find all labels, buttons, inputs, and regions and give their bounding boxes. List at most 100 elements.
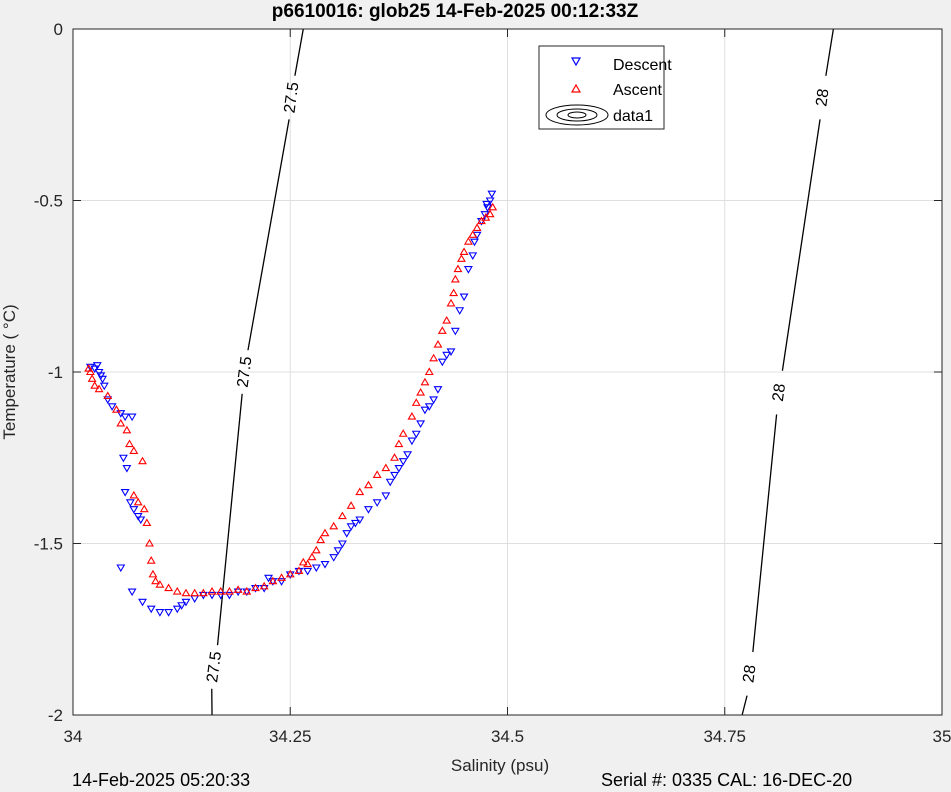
- descent-point: [118, 454, 128, 463]
- descent-point: [372, 499, 382, 507]
- descent-point: [385, 478, 395, 487]
- ascent-point: [90, 381, 100, 389]
- y-tick-label: -1: [48, 363, 63, 382]
- descent-point: [468, 252, 478, 260]
- ascent-point: [87, 374, 97, 382]
- ascent-point: [116, 418, 126, 427]
- ascent-point: [372, 470, 382, 478]
- ascent-point: [151, 576, 161, 585]
- descent-point: [455, 307, 465, 315]
- legend: Descent Ascent data1: [538, 45, 672, 130]
- ascent-point: [129, 490, 139, 499]
- axis-ticks: 34 34.25 34.5 34.75 35 0 -0.5 -1 -1.5 -2: [34, 20, 951, 746]
- descent-point: [311, 564, 321, 573]
- ascent-point: [433, 339, 443, 348]
- ascent-point: [233, 585, 243, 593]
- ascent-point: [472, 223, 482, 231]
- legend-ascent-label: Ascent: [613, 82, 662, 99]
- contour-line-segment: [247, 119, 290, 351]
- contour-line-segment: [294, 28, 304, 76]
- contour-line-segment: [216, 393, 243, 646]
- ascent-point: [337, 511, 347, 520]
- ascent-point: [394, 439, 404, 448]
- ascent-point: [251, 583, 260, 592]
- descent-point: [437, 358, 447, 367]
- ascent-point: [181, 588, 191, 597]
- descent-point: [416, 420, 426, 429]
- descent-point: [398, 458, 408, 466]
- legend-box: [538, 45, 665, 130]
- ascent-point: [142, 518, 152, 526]
- x-tick-label: 34.75: [703, 727, 746, 746]
- x-tick-label: 34.5: [491, 727, 524, 746]
- descent-point: [429, 396, 439, 405]
- descent-point: [303, 567, 313, 576]
- descent-point: [394, 464, 404, 473]
- ascent-point: [468, 230, 478, 238]
- ascent-point: [148, 569, 158, 578]
- ascent-point: [216, 586, 226, 595]
- descent-point: [224, 591, 234, 600]
- descent-point: [216, 591, 226, 600]
- descent-point: [482, 200, 492, 209]
- ascent-point: [103, 391, 113, 400]
- ascent-point: [311, 545, 321, 554]
- ascent-point: [485, 209, 495, 218]
- descent-point: [463, 266, 473, 274]
- ascent-point: [453, 264, 463, 273]
- ascent-point: [268, 576, 278, 585]
- descent-point: [116, 564, 126, 573]
- legend-descent-label: Descent: [613, 57, 672, 74]
- descent-point: [177, 602, 187, 610]
- y-tick-label: -2: [48, 706, 63, 725]
- descent-point: [122, 464, 132, 473]
- contour-label: 27.5: [204, 650, 225, 683]
- ascent-point: [420, 377, 430, 386]
- ascent-point: [390, 453, 399, 461]
- descent-point: [450, 327, 460, 336]
- descent-point: [277, 578, 287, 586]
- ascent-point: [146, 556, 156, 564]
- ascent-point: [303, 559, 313, 568]
- ascent-point: [277, 573, 287, 581]
- y-tick-label: -1.5: [34, 535, 63, 554]
- ascent-point: [138, 456, 147, 465]
- ascent-point: [416, 387, 426, 396]
- descent-point: [120, 413, 130, 422]
- descent-point: [320, 561, 330, 569]
- y-tick-label: -0.5: [34, 192, 63, 211]
- descent-point: [487, 190, 497, 199]
- descent-point: [127, 413, 137, 422]
- descent-point: [442, 351, 452, 360]
- data-points: [84, 190, 498, 617]
- ascent-point: [381, 463, 391, 472]
- descent-point: [407, 437, 417, 446]
- descent-point: [329, 554, 339, 562]
- contour-label: 27.5: [235, 355, 256, 388]
- ascent-point: [449, 288, 459, 297]
- ascent-point: [364, 480, 373, 489]
- ascent-point: [459, 247, 469, 255]
- descent-point: [420, 406, 430, 415]
- descent-point: [146, 605, 156, 614]
- legend-ascent-marker: [570, 83, 582, 93]
- density-contours: 27.5 27.5 27.5 28 28 28: [204, 28, 835, 716]
- descent-point: [125, 499, 135, 507]
- descent-point: [342, 530, 352, 538]
- footer-timestamp: 14-Feb-2025 05:20:33: [72, 770, 251, 790]
- ascent-point: [198, 588, 208, 597]
- ascent-point: [320, 528, 330, 537]
- ascent-point: [463, 237, 473, 245]
- ascent-point: [190, 588, 200, 597]
- ascent-point: [298, 557, 308, 566]
- ascent-point: [164, 583, 174, 592]
- descent-point: [127, 588, 137, 597]
- ascent-point: [224, 586, 234, 595]
- ascent-point: [488, 202, 498, 211]
- ascent-point: [129, 446, 139, 454]
- ascent-point: [125, 439, 134, 448]
- ascent-point: [242, 586, 252, 595]
- footer-serial-cal: Serial #: 0335 CAL: 16-DEC-20: [601, 770, 853, 790]
- x-tick-label: 34: [64, 727, 83, 746]
